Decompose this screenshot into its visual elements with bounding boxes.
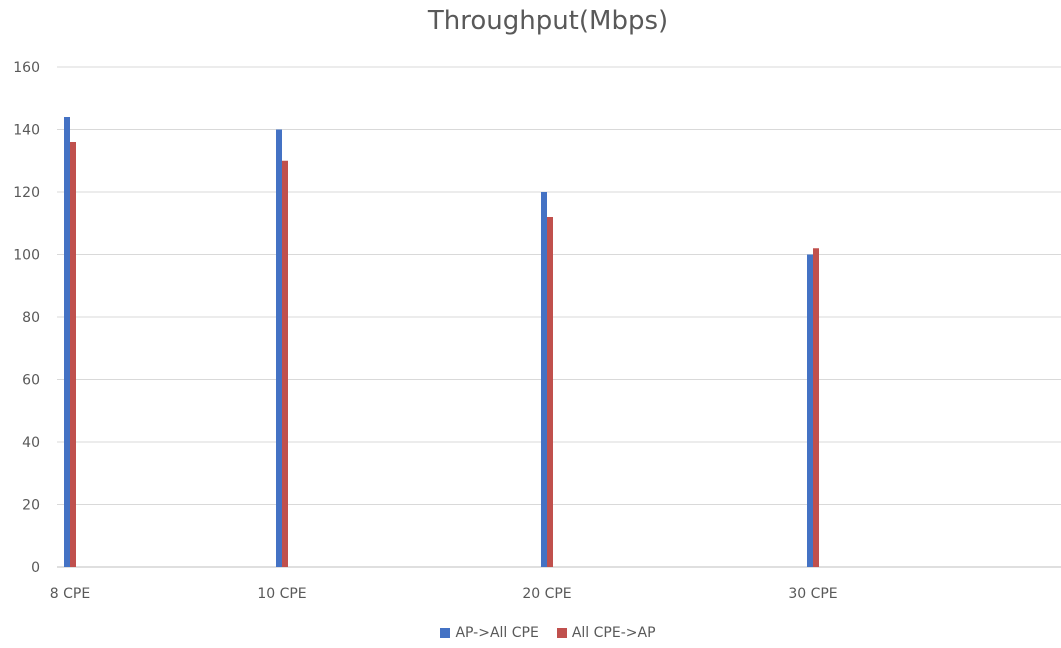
bar-all-cpe-to-ap xyxy=(282,160,288,567)
x-tick-label: 8 CPE xyxy=(50,586,90,602)
x-tick-label: 20 CPE xyxy=(522,586,571,602)
legend-item: All CPE->AP xyxy=(556,625,656,641)
y-tick-label: 140 xyxy=(13,123,40,139)
legend-label: All CPE->AP xyxy=(571,625,656,641)
y-tick-label: 120 xyxy=(13,185,40,201)
bar-all-cpe-to-ap xyxy=(813,248,819,567)
bar-ap-to-all-cpe xyxy=(276,129,282,567)
y-tick-label: 60 xyxy=(22,373,40,389)
y-tick-label: 0 xyxy=(31,560,40,576)
chart-title: Throughput(Mbps) xyxy=(427,6,669,36)
y-tick-label: 80 xyxy=(22,310,40,326)
bar-ap-to-all-cpe xyxy=(541,192,547,567)
y-tick-label: 20 xyxy=(22,498,40,514)
x-tick-label: 30 CPE xyxy=(788,586,837,602)
legend-swatch xyxy=(556,628,567,638)
y-tick-label: 160 xyxy=(13,60,40,76)
y-tick-label: 40 xyxy=(22,435,40,451)
bar-all-cpe-to-ap xyxy=(547,217,553,567)
bar-all-cpe-to-ap xyxy=(70,142,76,567)
legend-label: AP->All CPE xyxy=(455,625,539,641)
x-tick-label: 10 CPE xyxy=(257,586,306,602)
y-tick-label: 100 xyxy=(13,248,40,264)
legend: AP->All CPE All CPE->AP xyxy=(0,625,1061,641)
legend-item: AP->All CPE xyxy=(440,625,539,641)
legend-swatch xyxy=(440,628,451,638)
bar-ap-to-all-cpe xyxy=(807,254,813,567)
bar-ap-to-all-cpe xyxy=(64,117,70,567)
